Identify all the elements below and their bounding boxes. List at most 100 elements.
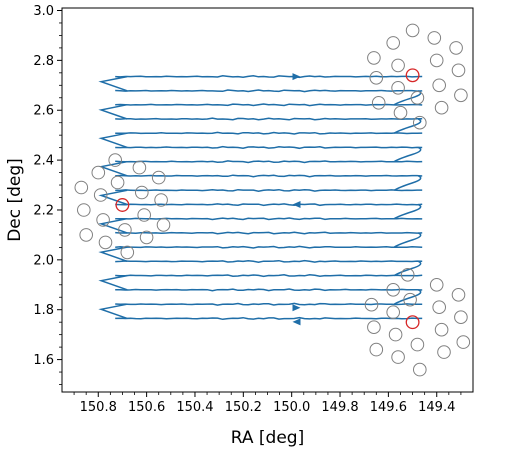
scan-row — [115, 174, 423, 178]
detector-circle — [93, 188, 108, 202]
detector-circle — [434, 322, 449, 337]
detector-circle — [364, 297, 379, 312]
detector-circle — [139, 230, 154, 245]
x-tick-label: 149.8 — [321, 400, 358, 415]
y-tick-label: 1.6 — [33, 353, 54, 368]
detector-circle — [429, 278, 444, 292]
detector-circle — [391, 350, 405, 364]
scan-row — [115, 117, 423, 121]
y-tick-label: 2.0 — [33, 253, 54, 268]
detector-circle — [132, 160, 147, 175]
scan-row — [115, 231, 423, 235]
scan-turnaround — [393, 232, 422, 248]
detector-circle — [386, 305, 401, 320]
detector-circle — [437, 345, 451, 359]
scan-row — [115, 145, 423, 150]
detector-circle — [405, 23, 420, 38]
detector-circle — [413, 362, 427, 377]
scan-turnaround — [393, 203, 422, 220]
detector-circle — [367, 320, 381, 335]
detector-circle — [110, 175, 125, 190]
detector-circle — [454, 88, 468, 103]
detector-circle — [367, 51, 381, 65]
detector-circle — [96, 213, 110, 227]
detector-circle-highlight — [115, 198, 130, 212]
scan-row — [115, 160, 423, 164]
scan-turnaround — [393, 175, 422, 191]
y-tick-label: 3.0 — [33, 4, 54, 19]
x-tick-label: 150.8 — [80, 400, 117, 415]
axis-ticks: 150.8 150.6 150.4 150.2 150.0 149.8 149.6 149.4… — [33, 4, 462, 415]
detector-circle — [91, 165, 106, 180]
scan-row — [115, 259, 423, 263]
detector-circle — [434, 100, 449, 115]
scan-row — [115, 89, 423, 93]
scan-turnaround — [393, 118, 422, 134]
detector-circle — [429, 53, 444, 68]
x-tick-label: 150.4 — [176, 400, 213, 415]
scan-turnaround — [393, 260, 422, 277]
detector-circle — [391, 81, 405, 95]
y-tick-label: 2.6 — [33, 104, 54, 119]
detector-circle — [135, 185, 149, 200]
detector-circle — [388, 327, 403, 342]
scan-turnaround — [98, 246, 128, 263]
detector-circle — [410, 91, 425, 105]
detector-circle — [451, 63, 466, 78]
scan-row — [115, 75, 423, 79]
detector-circle — [120, 245, 135, 260]
detector-circle — [98, 235, 113, 250]
detector-circle — [156, 218, 171, 232]
y-tick-label: 1.8 — [33, 303, 54, 318]
detector-circle-highlight — [405, 68, 420, 83]
detector-circle — [79, 228, 93, 242]
scan-row — [115, 217, 423, 221]
scan-turnaround — [393, 146, 422, 163]
y-axis-label: Dec [deg] — [5, 158, 25, 242]
detector-circle-highlight — [405, 315, 420, 330]
x-tick-label: 149.6 — [370, 400, 407, 415]
detector-circle — [427, 31, 442, 45]
scan-direction-arrow — [292, 73, 301, 81]
detector-circle — [432, 78, 447, 93]
detector-circle — [393, 105, 408, 120]
scan-turnaround — [98, 160, 128, 177]
scan-row — [115, 188, 423, 192]
scan-row — [115, 103, 423, 107]
x-axis-label: RA [deg] — [231, 428, 304, 448]
detector-circle — [137, 208, 151, 222]
scan-turnaround — [98, 303, 128, 320]
detector-circle — [108, 153, 122, 167]
y-tick-label: 2.2 — [33, 203, 54, 218]
scan-turnaround — [98, 274, 128, 291]
plot-data-layer — [74, 23, 471, 377]
detector-circle — [118, 223, 132, 237]
detector-circle — [386, 283, 401, 297]
scan-row — [115, 274, 423, 278]
detector-circle — [369, 71, 384, 85]
detector-circle — [391, 58, 405, 73]
scan-row — [115, 316, 423, 321]
detector-circle — [410, 337, 425, 352]
detector-circle — [386, 36, 401, 50]
scan-row — [115, 302, 423, 306]
scan-row — [115, 203, 423, 207]
detector-circle — [449, 41, 463, 55]
detector-circle — [154, 193, 168, 207]
detector-circle — [369, 342, 384, 357]
scan-turnaround — [393, 289, 422, 305]
x-tick-label: 150.0 — [273, 400, 310, 415]
scan-turnaround — [98, 189, 128, 206]
plot-frame — [61, 7, 474, 393]
detector-circle — [413, 115, 427, 130]
y-tick-label: 2.4 — [33, 154, 54, 169]
detector-circle — [403, 292, 417, 307]
scan-turnaround — [98, 103, 128, 120]
y-tick-label: 2.8 — [33, 54, 54, 69]
scan-turnaround — [98, 75, 128, 92]
detector-circle — [77, 203, 91, 217]
detector-circle — [400, 268, 415, 282]
detector-circle — [74, 180, 89, 195]
detector-circle — [151, 170, 166, 185]
